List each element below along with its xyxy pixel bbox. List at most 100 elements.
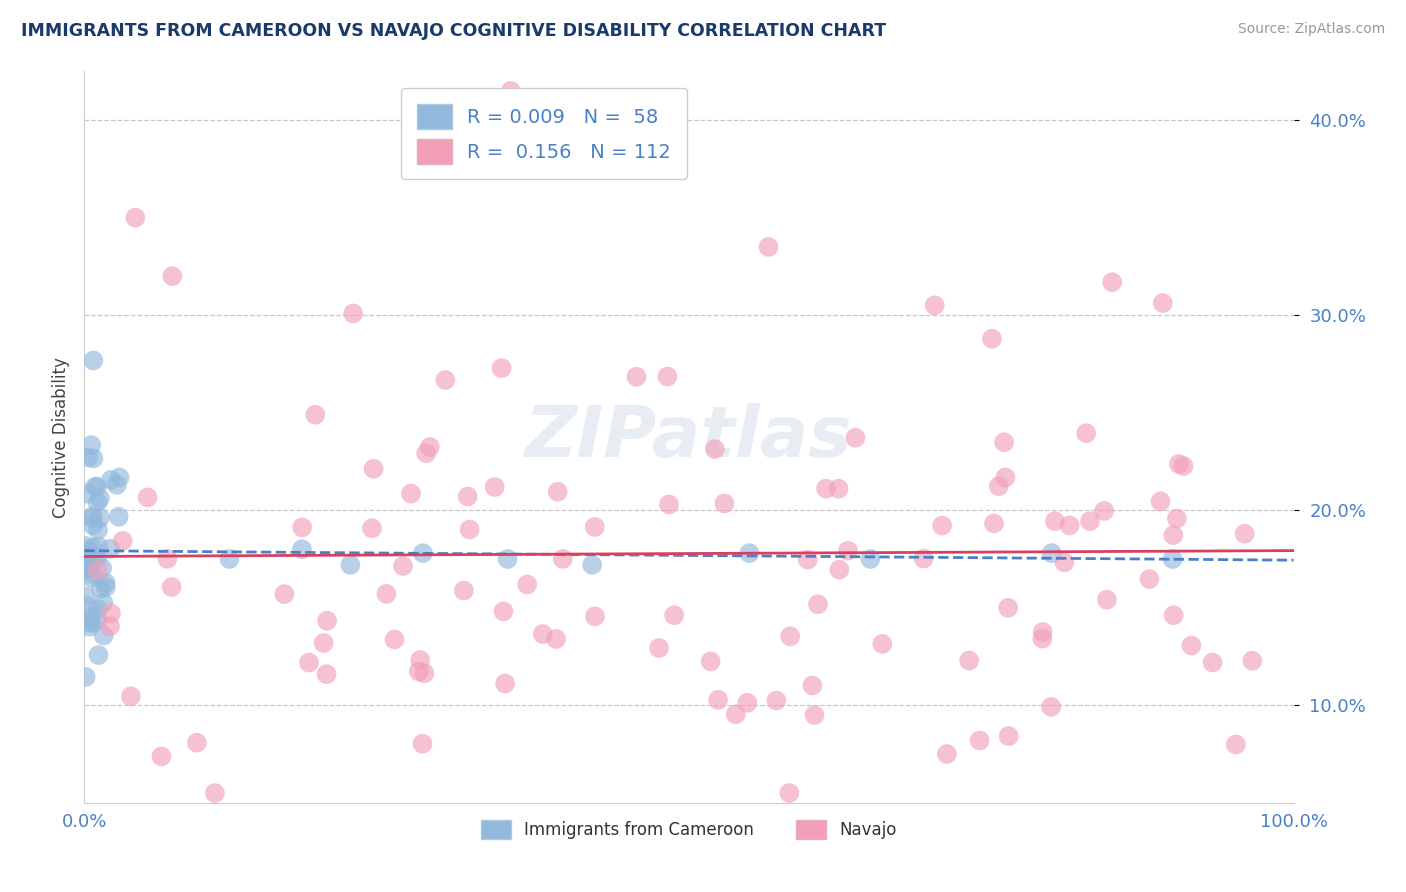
Point	[273, 587, 295, 601]
Point	[1032, 624, 1054, 639]
Y-axis label: Cognitive Disability: Cognitive Disability	[52, 357, 70, 517]
Point	[931, 518, 953, 533]
Point	[1152, 296, 1174, 310]
Point	[1139, 572, 1161, 586]
Point	[1166, 511, 1188, 525]
Point	[87, 648, 110, 662]
Point	[828, 563, 851, 577]
Point	[82, 353, 104, 368]
Point	[77, 558, 100, 573]
Point	[91, 561, 114, 575]
Point	[1233, 526, 1256, 541]
Point	[80, 549, 103, 564]
Point	[981, 332, 1004, 346]
Point	[1059, 518, 1081, 533]
Point	[458, 523, 481, 537]
Point	[156, 552, 179, 566]
Point	[434, 373, 457, 387]
Point	[1078, 514, 1101, 528]
Point	[107, 509, 129, 524]
Point	[312, 636, 335, 650]
Point	[75, 589, 97, 603]
Point	[641, 142, 664, 156]
Point	[75, 559, 97, 574]
Point	[363, 461, 385, 475]
Point	[664, 608, 686, 623]
Point	[98, 541, 121, 556]
Point	[807, 597, 830, 611]
Point	[186, 736, 208, 750]
Point	[827, 482, 849, 496]
Point	[837, 543, 859, 558]
Point	[80, 438, 103, 452]
Point	[987, 479, 1010, 493]
Point	[75, 561, 97, 575]
Point	[108, 470, 131, 484]
Point	[1201, 656, 1223, 670]
Point	[162, 269, 184, 284]
Point	[90, 582, 112, 596]
Text: ZIPatlas: ZIPatlas	[526, 402, 852, 472]
Point	[997, 729, 1019, 743]
Point	[531, 627, 554, 641]
Point	[218, 552, 240, 566]
Point	[1095, 592, 1118, 607]
Point	[87, 602, 110, 616]
Point	[82, 511, 104, 525]
Point	[98, 619, 121, 633]
Point	[583, 609, 606, 624]
Point	[969, 733, 991, 747]
Point	[1180, 639, 1202, 653]
Point	[758, 240, 780, 254]
Point	[86, 479, 108, 493]
Point	[626, 369, 648, 384]
Point	[160, 580, 183, 594]
Point	[796, 552, 818, 566]
Point	[844, 431, 866, 445]
Point	[1031, 632, 1053, 646]
Point	[412, 737, 434, 751]
Point	[93, 628, 115, 642]
Point	[457, 490, 479, 504]
Point	[994, 470, 1017, 484]
Point	[84, 480, 107, 494]
Point	[304, 408, 326, 422]
Point	[75, 539, 97, 553]
Point	[547, 484, 569, 499]
Point	[1161, 528, 1184, 542]
Point	[551, 552, 574, 566]
Point	[453, 583, 475, 598]
Point	[1101, 275, 1123, 289]
Point	[415, 446, 437, 460]
Point	[738, 546, 761, 560]
Point	[80, 615, 103, 630]
Point	[419, 440, 441, 454]
Point	[91, 596, 114, 610]
Point	[1053, 555, 1076, 569]
Point	[484, 480, 506, 494]
Point	[583, 520, 606, 534]
Point	[75, 558, 97, 573]
Point	[82, 518, 104, 533]
Text: IMMIGRANTS FROM CAMEROON VS NAVAJO COGNITIVE DISABILITY CORRELATION CHART: IMMIGRANTS FROM CAMEROON VS NAVAJO COGNI…	[21, 22, 886, 40]
Point	[77, 544, 100, 558]
Point	[86, 550, 108, 565]
Point	[100, 607, 122, 621]
Point	[859, 552, 882, 566]
Point	[957, 654, 980, 668]
Point	[105, 478, 128, 492]
Point	[713, 496, 735, 510]
Point	[291, 520, 314, 534]
Point	[997, 600, 1019, 615]
Point	[935, 747, 957, 761]
Point	[94, 575, 117, 590]
Point	[79, 609, 101, 624]
Point	[136, 491, 159, 505]
Point	[384, 632, 406, 647]
Point	[1043, 514, 1066, 528]
Point	[375, 587, 398, 601]
Point	[89, 510, 111, 524]
Point	[494, 676, 516, 690]
Point	[204, 786, 226, 800]
Point	[392, 559, 415, 574]
